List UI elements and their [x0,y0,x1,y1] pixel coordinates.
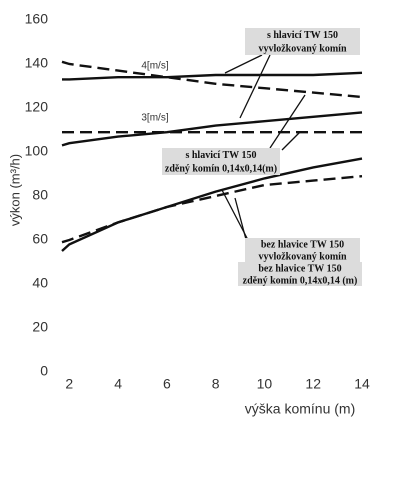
callout-text: s hlavicí TW 150 [267,30,338,41]
y-tick-label: 120 [25,99,49,115]
y-tick-label: 0 [40,363,48,379]
x-tick-label: 2 [65,376,73,392]
y-tick-label: 140 [25,55,49,71]
y-tick-label: 100 [25,143,49,159]
annotation: 3[m/s] [141,113,168,124]
callout-text: bez hlavice TW 150 [258,263,341,274]
callout-box [238,262,362,286]
callout-box [245,238,360,262]
x-tick-label: 12 [305,376,321,392]
callout-text: vyvložkovaný komín [258,251,347,262]
callout-text: s hlavicí TW 150 [185,150,256,161]
callout-text: vyvložkovaný komín [258,44,347,55]
x-tick-label: 6 [163,376,171,392]
callout-box [245,28,360,55]
series-line [62,71,363,81]
callout-box [162,148,280,175]
callout-text: zděný komín 0,14x0,14 (m) [243,275,358,286]
y-axis-title: výkon (m³/h) [7,154,22,226]
annotation: 4[m/s] [141,61,168,72]
y-tick-label: 60 [32,231,48,247]
series-line [61,60,363,99]
series-line [61,111,363,147]
series-line [61,175,363,244]
y-tick-label: 80 [32,187,48,203]
callout-text: zděný komín 0,14x0,14(m) [165,164,277,175]
x-axis-title: výška komínu (m) [245,401,355,417]
y-tick-label: 40 [32,275,48,291]
x-tick-label: 10 [257,376,273,392]
y-tick-label: 160 [25,11,49,27]
callout-text: bez hlavice TW 150 [261,239,344,250]
x-tick-label: 14 [354,376,370,392]
x-tick-label: 4 [114,376,122,392]
y-tick-label: 20 [32,319,48,335]
series-line [61,157,363,252]
x-tick-label: 8 [212,376,220,392]
